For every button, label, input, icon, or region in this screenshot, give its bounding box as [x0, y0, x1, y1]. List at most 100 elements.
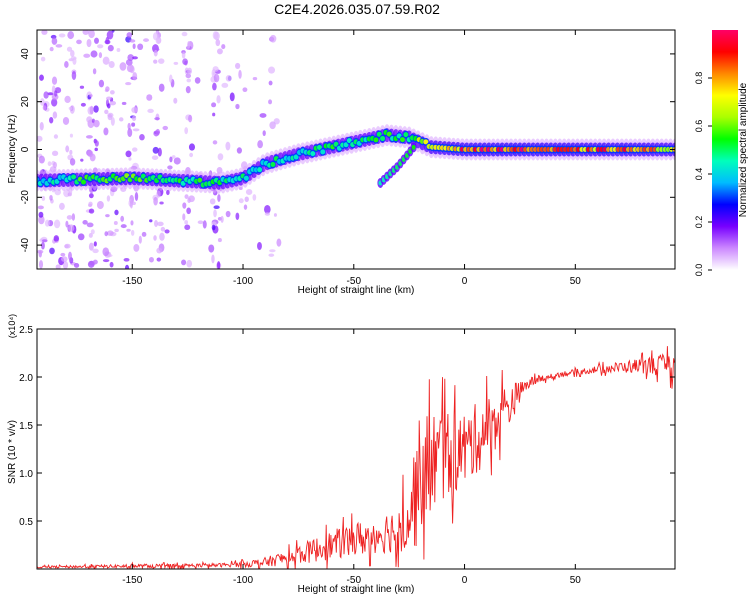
noise-blob [155, 128, 160, 136]
noise-blob [43, 91, 49, 99]
noise-blob [212, 31, 219, 40]
noise-blob [104, 109, 109, 115]
noise-blob [252, 194, 257, 201]
noise-blob [268, 80, 273, 86]
noise-blob [68, 251, 72, 261]
noise-blob [88, 242, 94, 251]
noise-blob [53, 235, 60, 242]
noise-blob [49, 46, 54, 52]
ridge-core [376, 131, 382, 137]
noise-blob [132, 56, 138, 60]
noise-blob [212, 82, 217, 91]
noise-blob [47, 92, 54, 96]
noise-blob [107, 44, 114, 52]
noise-blob [102, 247, 110, 257]
noise-blob [169, 74, 173, 83]
noise-blob [92, 68, 97, 75]
noise-blob [156, 36, 162, 44]
ridge-core [423, 139, 429, 145]
noise-blob [152, 32, 159, 41]
noise-blob [88, 208, 95, 214]
colorbar-ticks: 0.0 0.2 0.4 0.6 0.8 [694, 72, 712, 276]
noise-blob [49, 194, 53, 201]
noise-blob [125, 150, 132, 158]
noise-blob [244, 196, 249, 203]
noise-blob [130, 220, 134, 226]
noise-blob [164, 229, 170, 234]
noise-blob [185, 73, 192, 79]
noise-blob [160, 226, 166, 232]
noise-blob [143, 38, 150, 42]
noise-blob [235, 212, 240, 220]
noise-blob [181, 51, 186, 59]
noise-blob [125, 59, 133, 66]
noise-blob [51, 150, 59, 157]
colorbar-tick-label: 0.2 [694, 216, 704, 229]
noise-blob [105, 36, 110, 45]
noise-blob [154, 117, 160, 121]
y-tick-label: 1.0 [19, 469, 33, 480]
noise-blob [44, 219, 50, 227]
noise-blob [94, 140, 99, 147]
noise-blob [185, 86, 191, 94]
noise-blob [152, 146, 159, 154]
snr-frame [36, 328, 676, 570]
noise-blob [173, 157, 181, 165]
y-tick-label: 2.5 [19, 325, 33, 336]
noise-blob [94, 37, 99, 44]
noise-blob [80, 158, 84, 162]
noise-blob [113, 220, 118, 226]
noise-blob [102, 259, 110, 263]
noise-blob [55, 264, 61, 269]
x-tick-label: 50 [570, 276, 582, 287]
noise-blob [186, 78, 192, 83]
noise-blob [90, 229, 95, 235]
noise-blob [268, 66, 276, 74]
x-tick-label: -100 [233, 575, 253, 586]
noise-blob [269, 121, 276, 130]
snr-multiplier: (x10⁴) [7, 314, 17, 338]
noise-blob [86, 222, 94, 228]
noise-blob [262, 130, 266, 137]
noise-blob [93, 241, 97, 247]
noise-blob [38, 211, 44, 218]
noise-blob [41, 195, 46, 201]
noise-blob [41, 30, 48, 35]
y-tick-label: 40 [20, 48, 31, 60]
noise-blob [62, 261, 69, 269]
noise-blob [132, 72, 138, 81]
noise-blob [71, 213, 76, 221]
colorbar-gradient [712, 30, 738, 270]
noise-blob [82, 220, 88, 225]
noise-blob [51, 37, 58, 45]
noise-blob [119, 62, 127, 71]
ridge-core [386, 131, 392, 137]
noise-blob [109, 100, 117, 106]
ridge-core [197, 177, 203, 183]
noise-blob [65, 145, 70, 153]
noise-blob [41, 239, 48, 243]
noise-blob [181, 259, 187, 266]
noise-blob [129, 199, 133, 209]
noise-blob [106, 96, 112, 101]
noise-blob [217, 153, 224, 161]
noise-blob [39, 98, 45, 106]
noise-blob [93, 119, 100, 128]
noise-blob [97, 44, 104, 49]
noise-blob [52, 111, 58, 119]
noise-blob [104, 231, 109, 237]
noise-blob [37, 249, 44, 254]
noise-blob [60, 252, 66, 257]
noise-blob [171, 155, 176, 159]
noise-blob [149, 219, 153, 223]
noise-blob [211, 224, 216, 231]
noise-blob [276, 238, 282, 247]
noise-blob [116, 48, 121, 53]
colorbar-tick-label: 0.4 [694, 168, 704, 181]
noise-blob [137, 43, 144, 51]
noise-blob [69, 133, 74, 138]
noise-blob [197, 220, 204, 225]
noise-blob [186, 207, 192, 215]
noise-blob [38, 215, 45, 225]
snr-ylabel: SNR (10 * v/v) [7, 420, 18, 484]
